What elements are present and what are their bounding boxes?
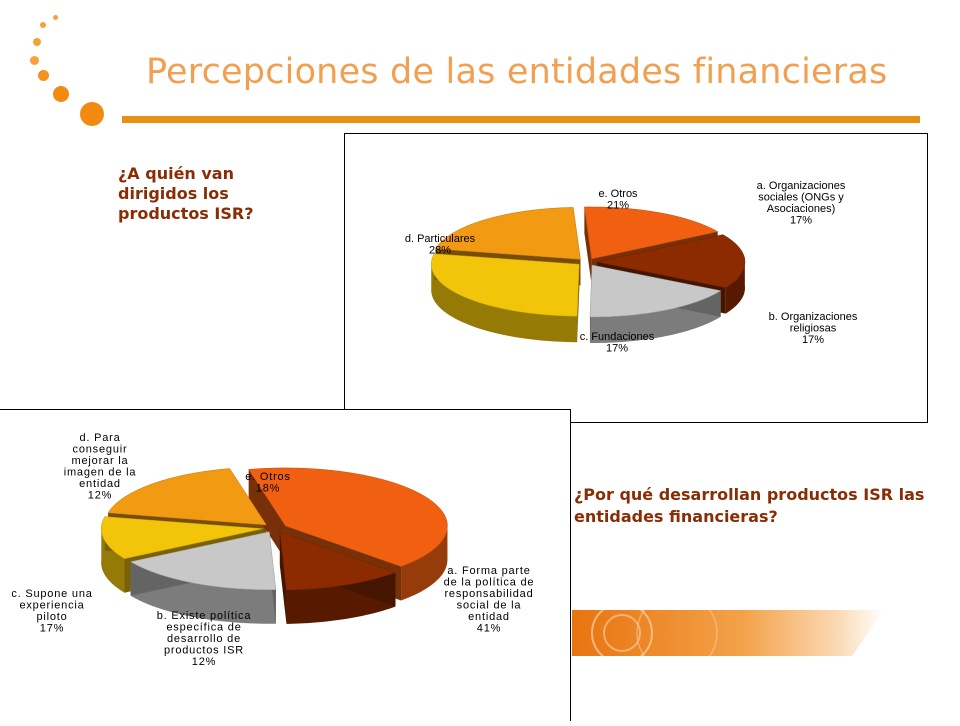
slice-label-line: 17% xyxy=(802,334,824,346)
slice-label-line: 17% xyxy=(606,343,628,355)
slice-label-line: 17% xyxy=(790,215,812,227)
decor-dot xyxy=(30,56,39,65)
decor-dot xyxy=(33,38,41,46)
slice-label-line: 17% xyxy=(40,623,64,635)
slice-label-line: 41% xyxy=(477,623,501,635)
slice-label-line: e. Otros xyxy=(245,471,291,483)
slice-label-line: entidad xyxy=(79,478,121,490)
slice-label-line: 12% xyxy=(192,656,216,668)
slice-label-line: e. Otros xyxy=(598,188,638,200)
slice-label-d: d. Particulares 28% xyxy=(405,233,476,257)
chart-target-audience: a. Organizaciones sociales (ONGs y Asociac… xyxy=(344,133,928,423)
slice-label-a: a. Forma parte de la política de responsab… xyxy=(444,565,535,635)
title-underline xyxy=(122,116,920,123)
pie-slice xyxy=(279,531,397,591)
pie-slice-side xyxy=(101,526,125,593)
slice-label-b: b. Organizaciones religiosas 17% xyxy=(769,311,858,346)
pie-chart-1-svg: a. Organizaciones sociales (ONGs y Asociac… xyxy=(405,180,858,355)
slice-label-line: 18% xyxy=(256,483,280,495)
slice-label-line: d. Particulares xyxy=(405,233,476,245)
slice-label-a: a. Organizaciones sociales (ONGs y Asociac… xyxy=(757,180,846,227)
slice-label-line: religiosas xyxy=(790,323,837,335)
slice-label-line: sociales (ONGs y xyxy=(758,192,844,204)
pie-slice xyxy=(430,253,580,317)
slice-label-d: d. Para conseguir mejorar la imagen de la en… xyxy=(64,432,137,502)
slice-label-line: b. Existe política xyxy=(157,610,252,622)
slice-label-line: a. Forma parte xyxy=(447,565,530,577)
chart-reasons: a. Forma parte de la política de responsab… xyxy=(0,409,571,721)
slice-label-c: c. Supone una experiencia piloto 17% xyxy=(11,588,92,635)
slice-label-line: 21% xyxy=(607,200,629,212)
slice-label-line: de la política de xyxy=(444,577,535,589)
decorative-banner xyxy=(572,592,902,674)
page-title: Percepciones de las entidades financiera… xyxy=(146,52,888,92)
slice-label-e: e. Otros 18% xyxy=(245,471,291,495)
pie-slice xyxy=(589,264,722,318)
decor-dot xyxy=(38,70,49,81)
question-reasons: ¿Por qué desarrollan productos ISR las e… xyxy=(574,485,925,526)
slice-label-line: piloto xyxy=(36,611,67,623)
pie-slice-edge xyxy=(248,469,286,560)
slice-label-line: responsabilidad xyxy=(444,588,533,600)
decor-dot xyxy=(53,15,58,20)
pie-slice xyxy=(107,468,267,526)
slice-label-e: e. Otros 21% xyxy=(598,188,638,212)
slice-label-b: b. Existe política específica de desarroll… xyxy=(157,610,252,668)
pie-slice xyxy=(248,467,448,567)
slice-label-line: Asociaciones) xyxy=(767,203,835,215)
pie-slice xyxy=(435,207,581,260)
question-target: ¿A quién van dirigidos los productos ISR… xyxy=(118,164,254,223)
pie-slice-side xyxy=(431,262,578,343)
slice-label-line: c. Fundaciones xyxy=(580,331,655,343)
slice-label-line: a. Organizaciones xyxy=(757,180,846,192)
slice-label-line: entidad xyxy=(468,611,510,623)
slice-label-line: productos ISR xyxy=(164,645,244,657)
slice-label-line: mejorar la xyxy=(72,455,129,467)
pie-slice-side xyxy=(589,290,721,344)
pie-slice xyxy=(584,206,719,260)
pie-chart-2-svg: a. Forma parte de la política de responsab… xyxy=(11,432,535,668)
slice-label-line: desarrollo de xyxy=(167,633,241,645)
decor-dot xyxy=(80,102,104,126)
slice-label-line: d. Para xyxy=(79,432,120,444)
slice-label-line: imagen de la xyxy=(64,467,137,479)
pie-slice-edge xyxy=(279,531,287,624)
slice-label-line: experiencia xyxy=(19,600,84,612)
slice-label-line: c. Supone una xyxy=(11,588,92,600)
slice-label-line: 28% xyxy=(429,245,451,257)
slice-label-line: conseguir xyxy=(73,444,128,456)
slice-label-c: c. Fundaciones 17% xyxy=(580,331,655,355)
pie-slice xyxy=(129,531,277,591)
slice-label-line: específica de xyxy=(166,622,241,634)
pie-slice xyxy=(596,234,746,288)
slice-label-line: b. Organizaciones xyxy=(769,311,858,323)
pie-slice-side xyxy=(401,526,448,601)
slice-label-line: 12% xyxy=(88,490,112,502)
decor-dot xyxy=(53,86,69,102)
pie-slice xyxy=(100,516,264,559)
slice-label-line: social de la xyxy=(457,600,522,612)
pie-slice-edge xyxy=(584,206,592,285)
pie-slice-side xyxy=(725,259,745,314)
decor-dot xyxy=(40,22,46,28)
